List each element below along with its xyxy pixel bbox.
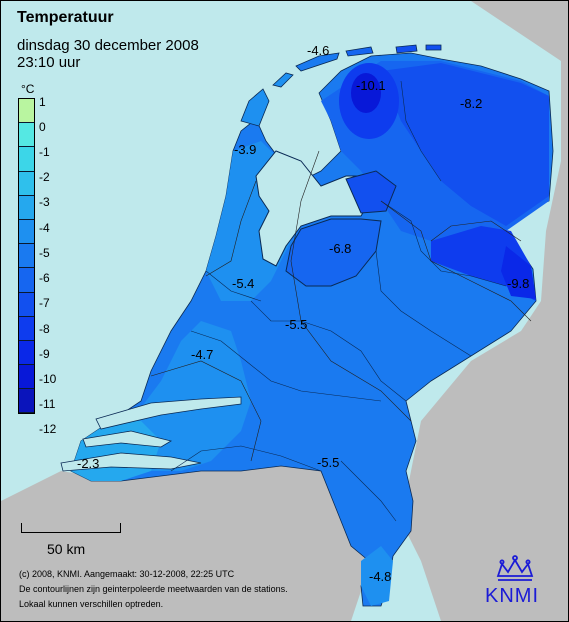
legend-label: -7 (39, 296, 50, 310)
value-zeeland: -2.3 (77, 456, 100, 471)
knmi-logo-text: KNMI (485, 585, 539, 607)
legend-label: -12 (39, 422, 57, 436)
value-northeast: -8.2 (460, 96, 483, 111)
value-amsterdam: -5.4 (232, 276, 255, 291)
legend-swatch (19, 244, 34, 269)
scale-label: 50 km (47, 541, 86, 557)
contour-note: De contourlijnen zijn geinterpoleerde me… (19, 584, 288, 594)
value-flevoland: -6.8 (329, 241, 352, 256)
value-brabant: -5.5 (317, 455, 340, 470)
legend-swatch (19, 195, 34, 220)
legend-label: -3 (39, 195, 50, 209)
value-denhelder: -3.9 (234, 142, 257, 157)
legend-swatch (19, 99, 34, 124)
value-limburg: -4.8 (369, 569, 392, 584)
ijsselmeer-water (255, 150, 374, 267)
legend-label: -1 (39, 145, 50, 159)
legend-label: -2 (39, 170, 50, 184)
scale-bar (21, 523, 121, 533)
legend-swatch (19, 147, 34, 172)
legend-swatch (19, 219, 34, 245)
legend-swatch (19, 316, 34, 341)
local-note: Lokaal kunnen verschillen optreden. (19, 599, 164, 609)
legend-label: -4 (39, 221, 50, 235)
legend-label: -9 (39, 347, 50, 361)
map-date: dinsdag 30 december 2008 (17, 37, 199, 54)
legend-label: -10 (39, 372, 57, 386)
legend-label: -6 (39, 271, 50, 285)
texel (240, 88, 270, 127)
belgium-land (1, 461, 371, 621)
value-utrecht: -5.5 (285, 317, 308, 332)
value-twente: -9.8 (507, 276, 530, 291)
map-title: Temperatuur (17, 9, 114, 26)
legend-label: -8 (39, 322, 50, 336)
legend-swatch (19, 389, 34, 414)
legend-unit: °C (21, 82, 35, 96)
schiermonnikoog (395, 44, 418, 54)
legend-swatch (19, 292, 34, 317)
legend-label: -11 (39, 397, 56, 411)
rottumeroog (425, 44, 442, 51)
legend-label: -5 (39, 246, 50, 260)
legend-swatch (19, 340, 34, 366)
legend-swatch (19, 268, 34, 293)
value-northwest: -4.6 (307, 43, 330, 58)
value-groningen: -10.1 (356, 78, 386, 93)
zeeland-water (60, 396, 242, 472)
copyright-note: (c) 2008, KNMI. Aangemaakt: 30-12-2008, … (19, 569, 235, 579)
province-boundaries (170, 80, 507, 522)
contour-lines (150, 150, 532, 462)
ameland (345, 46, 374, 57)
legend-swatch (19, 365, 34, 390)
legend-label: 1 (39, 95, 46, 109)
vlieland (272, 72, 294, 88)
map-time: 23:10 uur (17, 54, 81, 71)
legend-label: 0 (39, 120, 46, 134)
terschelling (295, 52, 340, 72)
germany-land (401, 1, 568, 621)
legend-swatch (19, 171, 34, 196)
value-rotterdam: -4.7 (191, 347, 214, 362)
knmi-crown-logo (496, 555, 534, 581)
legend-swatch (19, 123, 34, 148)
legend-colorbar (18, 98, 35, 415)
